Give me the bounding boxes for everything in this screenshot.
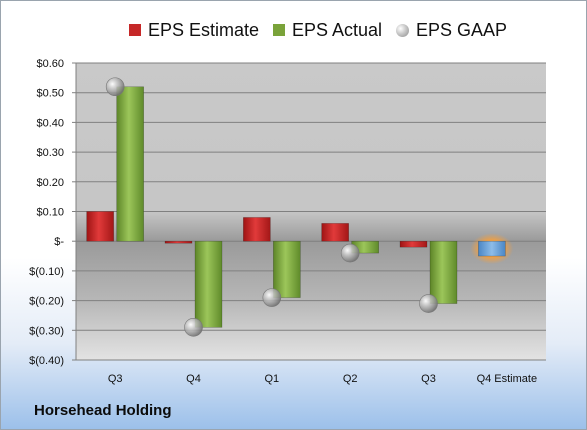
point-eps-gaap xyxy=(184,318,203,337)
y-tick-label: $- xyxy=(54,236,64,248)
bar-eps-actual xyxy=(273,240,301,298)
chart-legend: EPS Estimate EPS Actual EPS GAAP xyxy=(1,19,586,41)
y-tick-label: $0.40 xyxy=(36,117,64,129)
y-tick-label: $0.50 xyxy=(36,88,64,100)
legend-item-eps-estimate: EPS Estimate xyxy=(129,19,259,41)
y-tick-label: $(0.30) xyxy=(29,325,64,337)
bar-eps-estimate xyxy=(164,240,193,244)
legend-swatch-eps-actual xyxy=(273,24,285,36)
x-tick-label: Q4 Estimate xyxy=(477,373,538,385)
point-eps-gaap xyxy=(262,288,282,307)
legend-item-eps-actual: EPS Actual xyxy=(273,19,382,41)
company-name: Horsehead Holding xyxy=(34,402,172,419)
point-eps-gaap xyxy=(340,243,360,263)
x-tick-label: Q1 xyxy=(264,373,279,385)
legend-swatch-eps-gaap xyxy=(396,23,409,37)
bar-eps-estimate xyxy=(399,240,428,248)
x-tick-label: Q2 xyxy=(343,373,358,385)
legend-label-eps-actual: EPS Actual xyxy=(292,19,383,40)
point-eps-gaap xyxy=(105,77,125,97)
y-tick-label: $(0.10) xyxy=(29,266,64,278)
bar-eps-actual xyxy=(116,86,144,242)
x-tick-label: Q3 xyxy=(421,373,436,385)
legend-label-eps-estimate: EPS Estimate xyxy=(148,19,260,40)
bar-eps-estimate xyxy=(86,211,114,242)
bar-eps-estimate xyxy=(243,217,271,242)
bar-eps-estimate xyxy=(321,223,349,242)
bar-eps-actual xyxy=(194,240,223,328)
x-tick-label: Q4 xyxy=(186,373,201,385)
y-tick-label: $0.30 xyxy=(36,147,64,159)
y-tick-label: $0.60 xyxy=(36,58,64,70)
legend-label-eps-gaap: EPS GAAP xyxy=(416,19,508,40)
y-tick-label: $0.10 xyxy=(36,207,64,219)
y-tick-label: $(0.40) xyxy=(29,355,64,367)
legend-item-eps-gaap: EPS GAAP xyxy=(396,19,507,41)
point-eps-gaap xyxy=(419,294,438,313)
bar-eps-forecast xyxy=(478,240,506,257)
bar-eps-actual xyxy=(429,240,458,304)
x-tick-label: Q3 xyxy=(108,373,123,385)
y-tick-label: $(0.20) xyxy=(29,296,64,308)
legend-swatch-eps-estimate xyxy=(129,24,141,36)
y-tick-label: $0.20 xyxy=(36,177,64,189)
